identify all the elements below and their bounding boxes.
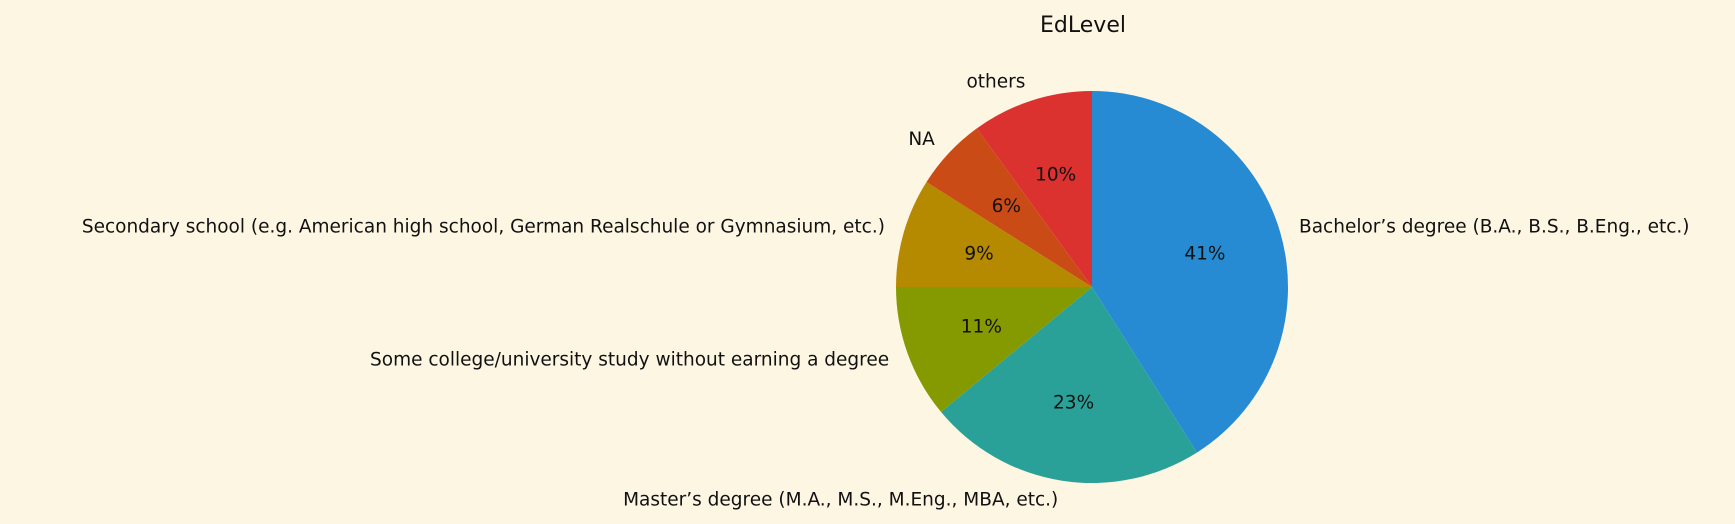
slice-percent-label: 23% [1053,393,1094,414]
pie-slice [896,287,1092,412]
pie-labels: 41% Bachelor’s degree (B.A., B.S., B.Eng.… [82,71,1690,510]
slice-category-label: others [966,71,1025,92]
slice-percent-label: 6% [992,196,1021,217]
slice-category-label: Some college/university study without ea… [370,350,889,371]
slice-percent-label: 41% [1184,244,1225,265]
pie-slice [976,91,1092,287]
slice-category-label: Bachelor’s degree (B.A., B.S., B.Eng., e… [1299,216,1689,237]
slice-percent-label: 10% [1035,165,1076,186]
slice-category-label: Secondary school (e.g. American high sch… [82,216,885,237]
slice-category-label: Master’s degree (M.A., M.S., M.Eng., MBA… [623,489,1058,510]
chart-title: EdLevel [1040,13,1126,38]
slice-percent-label: 11% [961,316,1002,337]
slice-category-label: NA [908,129,935,150]
pie-slice [896,181,1092,287]
pie-slice [1092,91,1288,453]
pie-slice [926,128,1092,287]
slice-percent-label: 9% [964,244,993,265]
pie-slices [896,91,1288,483]
pie-slice [940,287,1198,483]
